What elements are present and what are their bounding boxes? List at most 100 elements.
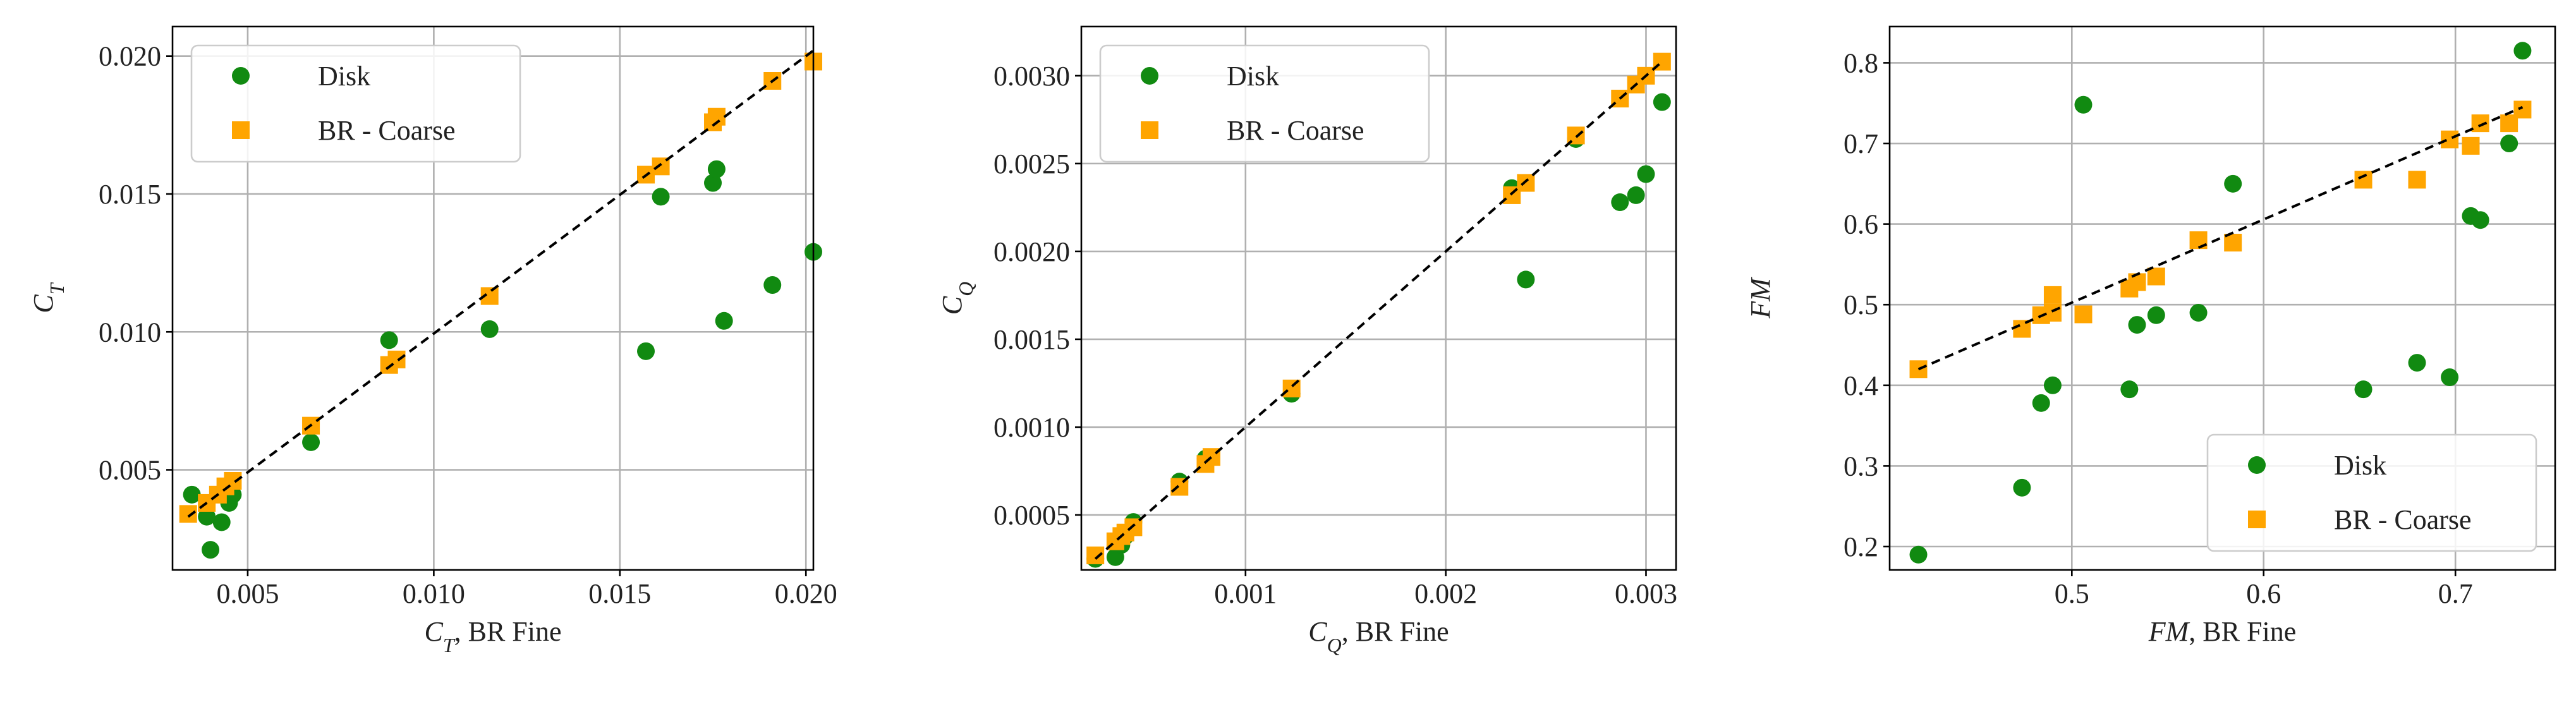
circle-marker xyxy=(2224,174,2242,193)
x-tick-label: 0.6 xyxy=(2246,578,2281,609)
chart-panel: 0.005 0.010 0.015 0.020 0.005 0.010 0.015 0.020… xyxy=(28,25,837,657)
legend: Disk BR - Coarse xyxy=(190,44,521,163)
circle-marker xyxy=(2013,478,2031,497)
circle-marker xyxy=(1611,193,1629,212)
y-tick-label: 0.0030 xyxy=(993,61,1070,92)
y-tick-label: 0.5 xyxy=(1844,289,1878,320)
x-tick-label: 0.001 xyxy=(1214,578,1277,609)
label-part: T xyxy=(46,282,68,294)
chart-panel: 0.5 0.6 0.70.20.30.40.50.60.70.8FM, BR Fin… xyxy=(1745,25,2556,647)
label-part: FM xyxy=(1745,277,1776,319)
x-tick-label: 0.005 xyxy=(216,578,279,609)
y-tick-label: 0.6 xyxy=(1844,209,1878,240)
square-marker xyxy=(2354,171,2372,189)
label-part: , BR Fine xyxy=(454,616,562,647)
circle-marker xyxy=(1627,186,1645,204)
circle-marker xyxy=(2500,135,2518,153)
y-tick-label: 0.015 xyxy=(99,179,161,210)
label-part: , BR Fine xyxy=(2189,616,2296,647)
y-tick-label: 0.0025 xyxy=(993,148,1070,179)
square-marker xyxy=(2408,171,2426,189)
circle-marker xyxy=(652,188,670,206)
square-marker xyxy=(1086,546,1105,564)
y-tick-label: 0.8 xyxy=(1844,47,1878,78)
label-part: T xyxy=(443,634,456,657)
legend-label: Disk xyxy=(1227,61,1279,92)
circle-marker xyxy=(2354,380,2372,399)
label-part: C xyxy=(937,296,968,315)
circle-marker xyxy=(2147,306,2165,324)
legend-box xyxy=(1099,44,1430,163)
square-marker xyxy=(2043,303,2062,322)
circle-marker xyxy=(202,541,220,559)
label-part: Q xyxy=(1327,634,1342,657)
circle-marker xyxy=(1909,545,1928,564)
square-marker xyxy=(1517,174,1535,192)
y-tick-label: 0.020 xyxy=(99,41,161,72)
circle-marker xyxy=(763,276,782,294)
square-marker xyxy=(2462,136,2480,155)
circle-marker xyxy=(2513,42,2532,60)
reference-line xyxy=(1917,106,2524,371)
circle-marker xyxy=(715,312,733,330)
square-marker xyxy=(1124,518,1143,536)
square-marker xyxy=(2513,100,2532,119)
y-tick-label: 0.005 xyxy=(99,455,161,486)
square-marker xyxy=(2074,305,2093,324)
square-marker xyxy=(2224,233,2242,251)
legend-label: Disk xyxy=(2334,450,2386,481)
legend-marker xyxy=(232,67,250,85)
circle-marker xyxy=(212,513,231,531)
legend-box xyxy=(190,44,521,163)
y-tick-label: 0.0005 xyxy=(993,500,1070,531)
x-axis-label: CQ, BR Fine xyxy=(1308,616,1449,657)
x-tick-label: 0.7 xyxy=(2438,578,2473,609)
label-part: FM xyxy=(2148,616,2190,647)
legend-label: BR - Coarse xyxy=(1227,115,1364,146)
legend-label: BR - Coarse xyxy=(318,115,456,146)
reference-line xyxy=(1094,61,1663,560)
plot-frame xyxy=(1080,25,1677,571)
square-marker xyxy=(2128,273,2146,291)
y-tick-label: 0.7 xyxy=(1844,128,1878,159)
square-marker xyxy=(2147,267,2165,286)
circle-marker xyxy=(2043,376,2062,394)
legend-marker xyxy=(2248,511,2266,528)
label-part: C xyxy=(424,616,443,647)
x-axis-label: CT, BR Fine xyxy=(424,616,561,657)
legend-marker xyxy=(232,121,250,139)
y-tick-label: 0.0010 xyxy=(993,412,1070,443)
circle-marker xyxy=(183,485,201,504)
circle-marker xyxy=(2074,95,2093,114)
circle-marker xyxy=(637,342,655,360)
x-tick-label: 0.010 xyxy=(403,578,465,609)
x-tick-label: 0.020 xyxy=(775,578,837,609)
chart-panel: 0.001 0.002 0.003 0.0005 0.0010 0.0015 0.0020 0… xyxy=(937,25,1677,657)
y-tick-label: 0.0015 xyxy=(993,324,1070,355)
circle-marker xyxy=(2128,316,2146,334)
label-part: , BR Fine xyxy=(1342,616,1449,647)
legend: Disk BR - Coarse xyxy=(1099,44,1430,163)
square-marker xyxy=(2441,130,2459,148)
y-tick-label: 0.010 xyxy=(99,317,161,348)
square-marker xyxy=(2043,286,2062,304)
x-tick-label: 0.003 xyxy=(1615,578,1677,609)
circle-marker xyxy=(302,433,320,451)
circle-marker xyxy=(380,331,398,349)
circle-marker xyxy=(707,160,726,178)
legend-label: Disk xyxy=(318,61,370,92)
x-tick-label: 0.5 xyxy=(2055,578,2089,609)
legend-marker xyxy=(1141,67,1158,85)
y-tick-label: 0.0020 xyxy=(993,236,1070,267)
x-tick-label: 0.002 xyxy=(1414,578,1477,609)
y-tick-label: 0.2 xyxy=(1844,531,1878,562)
legend-marker xyxy=(1141,121,1158,139)
square-marker xyxy=(179,505,197,523)
circle-marker xyxy=(2441,368,2459,387)
x-tick-label: 0.015 xyxy=(588,578,651,609)
label-part: Q xyxy=(954,282,977,296)
circle-marker xyxy=(2189,303,2208,322)
circle-marker xyxy=(704,174,722,192)
x-axis-label: FM, BR Fine xyxy=(2148,616,2296,647)
